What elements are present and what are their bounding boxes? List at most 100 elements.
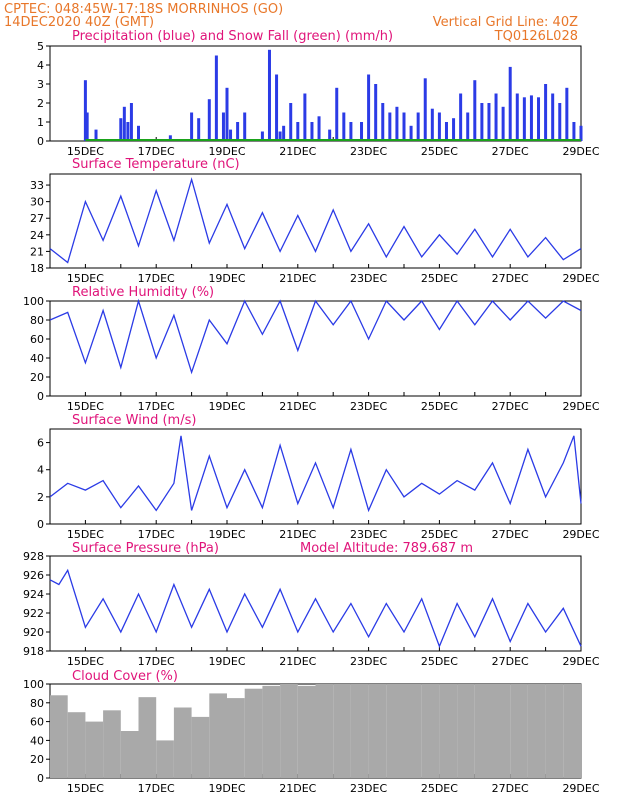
x-tick-label: 27DEC xyxy=(492,145,529,158)
x-tick-label: 29DEC xyxy=(562,145,599,158)
precip-bar xyxy=(296,122,300,141)
precip-bar xyxy=(544,84,548,141)
precip-bar xyxy=(437,112,441,141)
y-tick-label: 0 xyxy=(37,135,44,148)
y-tick-label: 4 xyxy=(37,464,44,477)
cloud-bar xyxy=(492,684,511,778)
precip-title: Precipitation (blue) and Snow Fall (gree… xyxy=(72,29,393,44)
cloud-bar xyxy=(173,707,192,778)
y-tick-label: 18 xyxy=(30,262,44,275)
x-tick-label: 17DEC xyxy=(138,528,175,541)
x-tick-label: 15DEC xyxy=(67,782,104,795)
x-tick-label: 23DEC xyxy=(350,528,387,541)
x-tick-label: 27DEC xyxy=(492,272,529,285)
precip-bar xyxy=(119,118,123,141)
y-tick-label: 27 xyxy=(30,212,44,225)
cloud-bar xyxy=(262,685,281,778)
precip-bar xyxy=(409,125,413,141)
cloud-bar xyxy=(280,684,298,778)
model-altitude: Model Altitude: 789.687 m xyxy=(300,541,473,556)
x-tick-label: 19DEC xyxy=(208,782,245,795)
x-tick-label: 21DEC xyxy=(279,145,316,158)
y-tick-label: 928 xyxy=(23,550,44,563)
y-tick-label: 20 xyxy=(30,371,44,384)
cloud-bar xyxy=(315,684,334,778)
header-grid-line: Vertical Grid Line: 40Z xyxy=(433,15,578,30)
cloud-bar xyxy=(421,684,440,778)
precip-bar xyxy=(229,129,233,141)
humidity-panel: 0 20 40 60 80 100 15DEC 17DEC 19DEC 21DEC 23DEC 25D… xyxy=(23,295,600,413)
precip-bar xyxy=(367,74,371,141)
series-line xyxy=(49,298,582,375)
precip-bar xyxy=(381,103,385,141)
cloud-bar xyxy=(156,740,174,778)
precip-bar xyxy=(522,97,526,141)
x-tick-label: 29DEC xyxy=(562,655,599,668)
precip-bar xyxy=(207,99,211,141)
cloud-bar xyxy=(563,684,581,778)
precip-bar xyxy=(360,122,364,141)
x-tick-label: 23DEC xyxy=(350,272,387,285)
y-tick-label: 40 xyxy=(30,352,44,365)
cloud-bar xyxy=(457,684,475,778)
x-tick-label: 23DEC xyxy=(350,145,387,158)
cloud-bar xyxy=(581,684,582,778)
x-tick-label: 21DEC xyxy=(279,782,316,795)
precip-bar xyxy=(197,118,201,141)
precip-bar xyxy=(515,93,519,141)
precip-bar xyxy=(83,80,87,141)
cloud-bar xyxy=(138,697,157,778)
x-tick-label: 23DEC xyxy=(350,400,387,413)
x-tick-label: 21DEC xyxy=(279,272,316,285)
precip-bar xyxy=(122,106,126,141)
y-tick-label: 924 xyxy=(23,588,44,601)
precip-bar xyxy=(374,84,378,141)
precip-bar xyxy=(303,93,307,141)
x-tick-label: 19DEC xyxy=(208,400,245,413)
x-tick-label: 29DEC xyxy=(562,528,599,541)
x-tick-label: 17DEC xyxy=(138,272,175,285)
y-tick-label: 3 xyxy=(37,78,44,91)
precip-bar xyxy=(501,106,505,141)
precip-bar xyxy=(221,112,225,141)
x-tick-label: 21DEC xyxy=(279,655,316,668)
y-tick-label: 100 xyxy=(23,678,44,691)
cloud-bar xyxy=(191,716,210,778)
x-tick-label: 15DEC xyxy=(67,272,104,285)
precip-bar xyxy=(558,103,562,141)
precip-bar xyxy=(137,125,140,141)
x-tick-label: 17DEC xyxy=(138,655,175,668)
precip-bar xyxy=(214,55,218,141)
header-date: 14DEC2020 40Z (GMT) xyxy=(4,15,154,30)
precip-bar xyxy=(395,106,399,141)
series-line xyxy=(49,435,582,513)
cloud-bar xyxy=(333,684,351,778)
cloud-bar xyxy=(404,684,422,778)
precip-bar xyxy=(388,112,392,141)
precip-bar xyxy=(572,122,576,141)
precip-bar xyxy=(328,129,332,141)
cloud-panel: 0 20 40 60 80 100 15DEC 17DEC 19DEC 21DEC 23DEC 25D… xyxy=(23,678,600,795)
x-tick-label: 19DEC xyxy=(208,655,245,668)
cloud-bar xyxy=(67,712,86,778)
precip-bar xyxy=(342,112,346,141)
x-tick-label: 25DEC xyxy=(421,655,458,668)
series-line xyxy=(49,568,582,649)
cloud-bar xyxy=(103,710,121,778)
temperature-panel: 18 21 24 27 30 33 15DEC 17DEC 19DEC 21DEC 23DEC 25D… xyxy=(30,173,600,285)
y-tick-label: 0 xyxy=(37,390,44,403)
x-tick-label: 25DEC xyxy=(421,272,458,285)
cloud-bar xyxy=(386,684,404,778)
precip-bar xyxy=(275,74,279,141)
cloud-bar xyxy=(50,695,68,778)
y-tick-label: 21 xyxy=(30,245,44,258)
x-tick-label: 19DEC xyxy=(208,272,245,285)
x-tick-label: 29DEC xyxy=(562,782,599,795)
precip-bar xyxy=(402,112,406,141)
x-tick-label: 25DEC xyxy=(421,400,458,413)
pressure-title: Surface Pressure (hPa) xyxy=(72,541,219,556)
y-tick-label: 80 xyxy=(30,314,44,327)
cloud-bar xyxy=(85,721,104,778)
precip-bar xyxy=(579,125,583,141)
